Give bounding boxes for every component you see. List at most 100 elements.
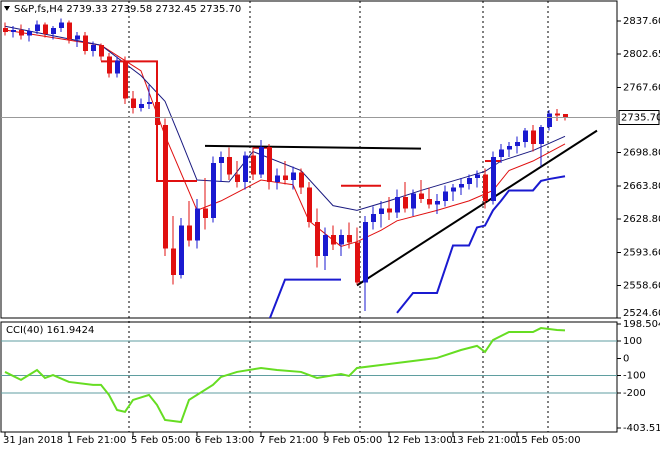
cci-line <box>4 327 566 424</box>
candle-body <box>27 30 32 36</box>
candle-body <box>355 242 360 283</box>
candle-body <box>291 172 296 181</box>
candle-body <box>243 155 248 182</box>
y-tick-label: -200 <box>623 388 646 399</box>
candle-body <box>227 157 232 175</box>
y-tick-label: 2802.65 <box>623 49 660 60</box>
x-tick-label: 13 Feb 21:00 <box>451 435 517 446</box>
x-tick-label: 5 Feb 05:00 <box>131 435 190 446</box>
overlay-line <box>268 278 341 318</box>
candle-body <box>91 45 96 51</box>
candle-body <box>563 114 568 118</box>
candle-body <box>235 174 240 182</box>
overlay-line <box>204 144 422 150</box>
cci-plot <box>1 327 617 424</box>
candle-body <box>67 22 72 40</box>
y-tick-label: -403.5104 <box>623 423 660 434</box>
x-tick-label: 12 Feb 13:00 <box>387 435 453 446</box>
y-tick-label: 2663.80 <box>623 181 660 192</box>
candle-body <box>459 183 464 188</box>
candle-body <box>411 193 416 209</box>
candle-body <box>523 130 528 143</box>
candle-body <box>379 208 384 215</box>
candle-body <box>51 28 56 34</box>
x-tick-label: 7 Feb 21:00 <box>259 435 318 446</box>
candle-body <box>155 102 160 125</box>
collapse-icon <box>4 6 10 11</box>
x-tick-label: 6 Feb 13:00 <box>195 435 254 446</box>
last-price-label: 2735.70 <box>621 113 660 124</box>
candle-body <box>491 157 496 201</box>
candle-body <box>219 157 224 163</box>
candle-body <box>283 175 288 181</box>
y-tick-label: 198.5044 <box>623 319 660 330</box>
overlay-line <box>4 25 566 211</box>
overlay-line <box>356 129 598 287</box>
candle-body <box>179 225 184 275</box>
candle-body <box>147 102 152 105</box>
candle-body <box>131 98 136 108</box>
candle-body <box>531 130 536 144</box>
candle-body <box>507 145 512 150</box>
candle-body <box>83 35 88 51</box>
candle-body <box>267 146 272 182</box>
candle-body <box>107 56 112 74</box>
candle-body <box>547 113 552 127</box>
y-tick-label: 2698.80 <box>623 148 660 159</box>
candle-body <box>427 198 432 205</box>
candle-body <box>195 208 200 241</box>
x-tick-label: 31 Jan 2018 <box>3 435 63 446</box>
candle-body <box>99 45 104 57</box>
y-tick-label: 2558.60 <box>623 281 660 292</box>
price-frame <box>0 0 618 319</box>
candle-body <box>371 214 376 222</box>
candle-body <box>395 197 400 213</box>
candle-body <box>259 146 264 175</box>
candle-body <box>3 28 8 32</box>
candle-body <box>323 235 328 256</box>
candle-body <box>443 191 448 201</box>
candle-body <box>555 113 560 116</box>
cci-title: CCI(40) 161.9424 <box>6 325 94 336</box>
chart-title: S&P,fs,H4 2739.33 2739.58 2732.45 2735.7… <box>14 4 241 15</box>
candle-body <box>307 187 312 222</box>
y-tick-label: 2524.60 <box>623 308 660 319</box>
candle-body <box>403 197 408 209</box>
candle-body <box>139 104 144 108</box>
candle-body <box>163 124 168 249</box>
x-tick-label: 1 Feb 21:00 <box>67 435 126 446</box>
candle-body <box>339 235 344 245</box>
overlay-line <box>396 175 566 314</box>
y-tick-label: 2767.60 <box>623 82 660 93</box>
y-tick-label: 2837.60 <box>623 16 660 27</box>
candle-body <box>35 24 40 31</box>
price-plot <box>3 18 598 318</box>
y-tick-label: 2628.80 <box>623 214 660 225</box>
candle-body <box>187 225 192 241</box>
candle-body <box>387 208 392 213</box>
candle-body <box>475 174 480 179</box>
candle-body <box>483 174 488 201</box>
candle-body <box>315 221 320 256</box>
candle-body <box>115 60 120 74</box>
candle-body <box>19 30 24 36</box>
candle-body <box>75 35 80 40</box>
x-tick-label: 9 Feb 05:00 <box>323 435 382 446</box>
candle-body <box>59 22 64 29</box>
candle-body <box>171 248 176 275</box>
candle-body <box>499 149 504 158</box>
candle-body <box>251 155 256 175</box>
period-separators <box>128 1 549 432</box>
candle-body <box>211 162 216 218</box>
y-tick-label: -100 <box>623 371 646 382</box>
candle-body <box>451 187 456 192</box>
y-tick-label: 100 <box>623 336 642 347</box>
cci-frame <box>0 321 618 433</box>
candle-body <box>467 178 472 184</box>
candle-body <box>299 172 304 188</box>
candle-body <box>331 235 336 245</box>
candle-body <box>419 193 424 199</box>
last-price-box <box>618 110 660 126</box>
x-tick-label: 15 Feb 05:00 <box>515 435 581 446</box>
